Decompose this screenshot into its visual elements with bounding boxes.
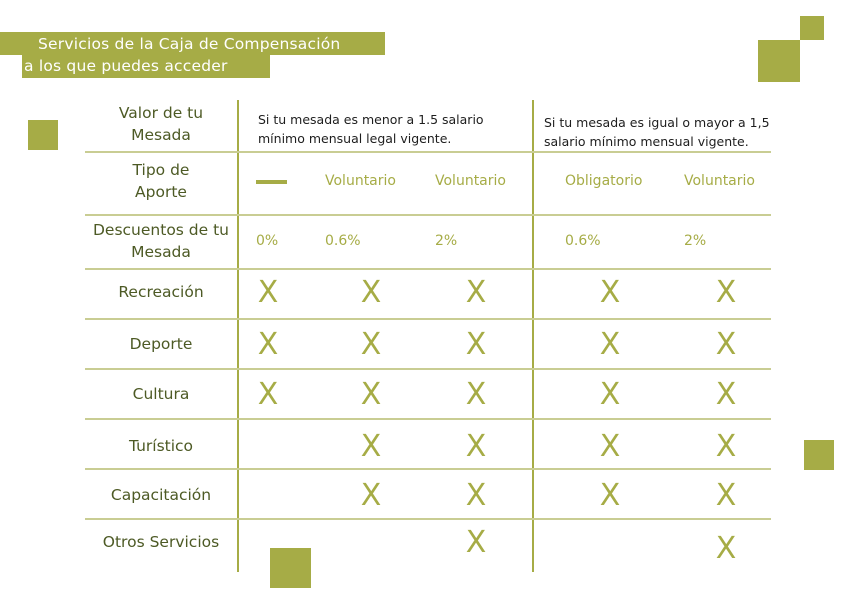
included-x-mark: X [465, 429, 487, 464]
included-x-mark: X [715, 377, 737, 412]
decor-square [804, 440, 834, 470]
row-label-descuentos: Descuentos de tu Mesada [92, 221, 230, 261]
included-x-mark: X [360, 478, 382, 513]
decor-square [270, 548, 311, 588]
decor-square [758, 40, 800, 82]
included-x-mark: X [599, 327, 621, 362]
row-divider [85, 318, 771, 320]
tipo-aporte-cell: Voluntario [684, 173, 755, 189]
descuento-cell: 0.6% [565, 233, 601, 249]
decor-square [28, 120, 58, 150]
tipo-aporte-cell: Voluntario [325, 173, 396, 189]
included-x-mark: X [360, 327, 382, 362]
row-divider [85, 518, 771, 520]
decor-square [800, 16, 824, 40]
title-bar-1 [0, 32, 385, 55]
service-label: Capacitación [110, 486, 212, 504]
included-x-mark: X [715, 275, 737, 310]
included-x-mark: X [465, 275, 487, 310]
descuento-cell: 0.6% [325, 233, 361, 249]
column-divider [532, 100, 534, 572]
row-divider [85, 151, 771, 153]
page-title-line2: a los que puedes acceder [24, 57, 228, 75]
included-x-mark: X [360, 377, 382, 412]
page-title-line1: Servicios de la Caja de Compensación [38, 35, 341, 53]
dash-none [256, 180, 287, 184]
row-label-tipo: Tipo de Aporte [132, 161, 190, 201]
row-divider [85, 468, 771, 470]
included-x-mark: X [257, 275, 279, 310]
condition-high: Si tu mesada es igual o mayor a 1,5 sala… [544, 115, 770, 149]
included-x-mark: X [715, 531, 737, 566]
included-x-mark: X [715, 429, 737, 464]
column-divider [237, 100, 239, 572]
descuento-cell: 2% [684, 233, 707, 249]
descuento-cell: 0% [256, 233, 279, 249]
service-label: Recreación [118, 283, 204, 301]
row-divider [85, 418, 771, 420]
row-label-valor: Valor de tu Mesada [118, 104, 204, 144]
included-x-mark: X [599, 478, 621, 513]
included-x-mark: X [360, 429, 382, 464]
included-x-mark: X [599, 429, 621, 464]
service-label: Turístico [128, 437, 194, 455]
condition-low: Si tu mesada es menor a 1.5 salario míni… [258, 112, 484, 146]
included-x-mark: X [360, 275, 382, 310]
included-x-mark: X [465, 377, 487, 412]
included-x-mark: X [599, 275, 621, 310]
service-label: Otros Servicios [102, 533, 220, 551]
tipo-aporte-cell: Obligatorio [565, 173, 643, 189]
title-bar-2 [22, 55, 270, 78]
tipo-aporte-cell: Voluntario [435, 173, 506, 189]
included-x-mark: X [465, 478, 487, 513]
service-label: Deporte [129, 335, 193, 353]
row-divider [85, 368, 771, 370]
row-divider [85, 268, 771, 270]
row-divider [85, 214, 771, 216]
included-x-mark: X [257, 377, 279, 412]
included-x-mark: X [599, 377, 621, 412]
included-x-mark: X [465, 525, 487, 560]
included-x-mark: X [257, 327, 279, 362]
included-x-mark: X [715, 478, 737, 513]
included-x-mark: X [715, 327, 737, 362]
service-label: Cultura [132, 385, 190, 403]
descuento-cell: 2% [435, 233, 458, 249]
included-x-mark: X [465, 327, 487, 362]
